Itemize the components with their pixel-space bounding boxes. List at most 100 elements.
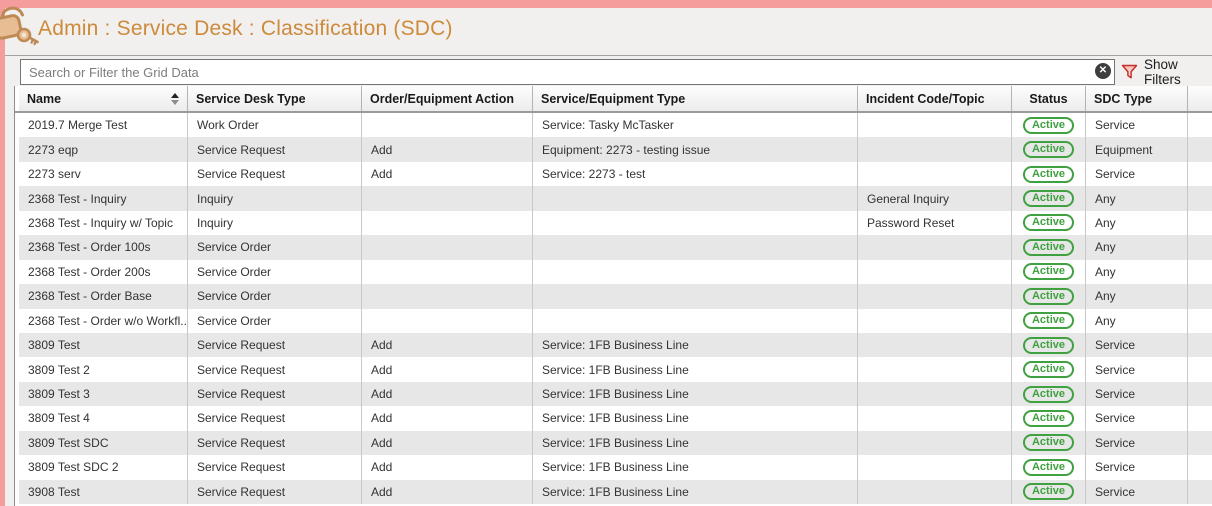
cell-name: 2368 Test - Inquiry w/ Topic	[19, 210, 188, 236]
left-accent-bar	[0, 0, 5, 506]
status-badge: Active	[1022, 336, 1075, 354]
cell-service-desk-type: Service Request	[188, 161, 362, 187]
table-body: 2019.7 Merge Test Work Order Service: Task…	[15, 113, 1212, 504]
clear-search-icon[interactable]: ✕	[1095, 63, 1111, 79]
table-row[interactable]: 3809 Test 3 Service Request Add Service: 1F…	[15, 381, 1212, 407]
cell-incident-code-topic	[858, 357, 1012, 382]
cell-service-equipment-type: Service: 1FB Business Line	[533, 455, 858, 480]
table-row[interactable]: 3809 Test 4 Service Request Add Service: 1F…	[15, 406, 1212, 431]
cell-status: Active	[1012, 161, 1086, 187]
table-row[interactable]: 3809 Test Service Request Add Service: 1FB …	[15, 332, 1212, 358]
cell-incident-code-topic	[858, 455, 1012, 480]
cell-service-equipment-type	[533, 259, 858, 285]
cell-service-equipment-type: Service: 1FB Business Line	[533, 406, 858, 431]
cell-status: Active	[1012, 479, 1086, 504]
cell-order-equipment-action	[362, 113, 533, 138]
row-left-gutter	[15, 284, 19, 309]
cell-order-equipment-action: Add	[362, 406, 533, 431]
status-badge: Active	[1022, 409, 1075, 427]
top-accent-bar	[0, 0, 1212, 8]
column-header-status[interactable]: Status	[1012, 86, 1086, 111]
cell-sdc-type: Any	[1086, 186, 1188, 211]
table-row[interactable]: 2368 Test - Order w/o Workfl... Service O…	[15, 308, 1212, 333]
cell-sdc-type: Service	[1086, 332, 1188, 358]
table-row[interactable]: 2019.7 Merge Test Work Order Service: Task…	[15, 113, 1212, 138]
cell-incident-code-topic	[858, 284, 1012, 309]
cell-service-equipment-type: Service: 1FB Business Line	[533, 479, 858, 504]
cell-service-desk-type: Service Request	[188, 455, 362, 480]
cell-sdc-type: Service	[1086, 430, 1188, 456]
column-header-incident-code-topic[interactable]: Incident Code/Topic	[858, 86, 1012, 111]
cell-filler	[1188, 137, 1212, 162]
cell-sdc-type: Service	[1086, 381, 1188, 407]
cell-status: Active	[1012, 186, 1086, 211]
column-header-sdc-type[interactable]: SDC Type	[1086, 86, 1188, 111]
column-header-order-equipment-action[interactable]: Order/Equipment Action	[362, 86, 533, 111]
table-row[interactable]: 3809 Test SDC 2 Service Request Add Service…	[15, 455, 1212, 480]
cell-status: Active	[1012, 332, 1086, 358]
cell-incident-code-topic	[858, 430, 1012, 456]
table-row[interactable]: 2368 Test - Inquiry Inquiry General Inquir…	[15, 186, 1212, 211]
cell-service-equipment-type: Service: 1FB Business Line	[533, 332, 858, 358]
cell-order-equipment-action: Add	[362, 332, 533, 358]
cell-service-desk-type: Service Request	[188, 332, 362, 358]
status-badge: Active	[1022, 190, 1075, 208]
cell-service-equipment-type	[533, 210, 858, 236]
row-left-gutter	[15, 479, 19, 504]
status-badge: Active	[1022, 312, 1075, 330]
search-input[interactable]	[20, 59, 1115, 85]
cell-sdc-type: Service	[1086, 455, 1188, 480]
cell-incident-code-topic	[858, 308, 1012, 333]
cell-service-desk-type: Service Request	[188, 479, 362, 504]
column-header-name[interactable]: Name	[19, 86, 188, 111]
table-row[interactable]: 2368 Test - Inquiry w/ Topic Inquiry Passw…	[15, 210, 1212, 236]
row-left-gutter	[15, 455, 19, 480]
cell-status: Active	[1012, 308, 1086, 333]
cell-incident-code-topic	[858, 259, 1012, 285]
table-row[interactable]: 2368 Test - Order 100s Service Order Activ…	[15, 235, 1212, 260]
cell-sdc-type: Any	[1086, 210, 1188, 236]
data-grid: Name Service Desk Type Order/Equipment A…	[14, 86, 1212, 506]
cell-sdc-type: Service	[1086, 357, 1188, 382]
table-row[interactable]: 3809 Test 2 Service Request Add Service: 1F…	[15, 357, 1212, 382]
cell-name: 3809 Test 4	[19, 406, 188, 431]
cell-service-equipment-type: Service: 2273 - test	[533, 161, 858, 187]
cell-order-equipment-action: Add	[362, 430, 533, 456]
cell-service-desk-type: Service Order	[188, 284, 362, 309]
cell-filler	[1188, 259, 1212, 285]
status-badge: Active	[1022, 434, 1075, 452]
cell-filler	[1188, 113, 1212, 138]
show-filters-toggle[interactable]: Show Filters	[1121, 57, 1212, 87]
cell-incident-code-topic	[858, 161, 1012, 187]
cell-name: 3809 Test	[19, 332, 188, 358]
sort-asc-icon[interactable]	[165, 92, 179, 105]
column-header-service-desk-type[interactable]: Service Desk Type	[188, 86, 362, 111]
cell-filler	[1188, 284, 1212, 309]
cell-service-equipment-type: Equipment: 2273 - testing issue	[533, 137, 858, 162]
table-row[interactable]: 2273 serv Service Request Add Service: 2273…	[15, 161, 1212, 187]
cell-service-equipment-type: Service: 1FB Business Line	[533, 357, 858, 382]
cell-name: 2019.7 Merge Test	[19, 113, 188, 138]
table-row[interactable]: 2368 Test - Order 200s Service Order Activ…	[15, 259, 1212, 285]
table-row[interactable]: 2273 eqp Service Request Add Equipment: 227…	[15, 137, 1212, 162]
cell-incident-code-topic	[858, 381, 1012, 407]
cell-status: Active	[1012, 113, 1086, 138]
cell-service-desk-type: Work Order	[188, 113, 362, 138]
cell-status: Active	[1012, 284, 1086, 309]
cell-name: 3809 Test SDC	[19, 430, 188, 456]
cell-sdc-type: Service	[1086, 113, 1188, 138]
table-row[interactable]: 3809 Test SDC Service Request Add Service: …	[15, 430, 1212, 456]
table-row[interactable]: 3908 Test Service Request Add Service: 1FB …	[15, 479, 1212, 504]
cell-filler	[1188, 406, 1212, 431]
cell-filler	[1188, 357, 1212, 382]
column-label: Name	[27, 91, 62, 106]
cell-name: 2273 eqp	[19, 137, 188, 162]
column-header-service-equipment-type[interactable]: Service/Equipment Type	[533, 86, 858, 111]
cell-service-equipment-type	[533, 235, 858, 260]
cell-service-desk-type: Service Order	[188, 235, 362, 260]
cell-service-equipment-type	[533, 284, 858, 309]
table-row[interactable]: 2368 Test - Order Base Service Order Activ…	[15, 284, 1212, 309]
cell-filler	[1188, 235, 1212, 260]
row-left-gutter	[15, 235, 19, 260]
cell-sdc-type: Equipment	[1086, 137, 1188, 162]
